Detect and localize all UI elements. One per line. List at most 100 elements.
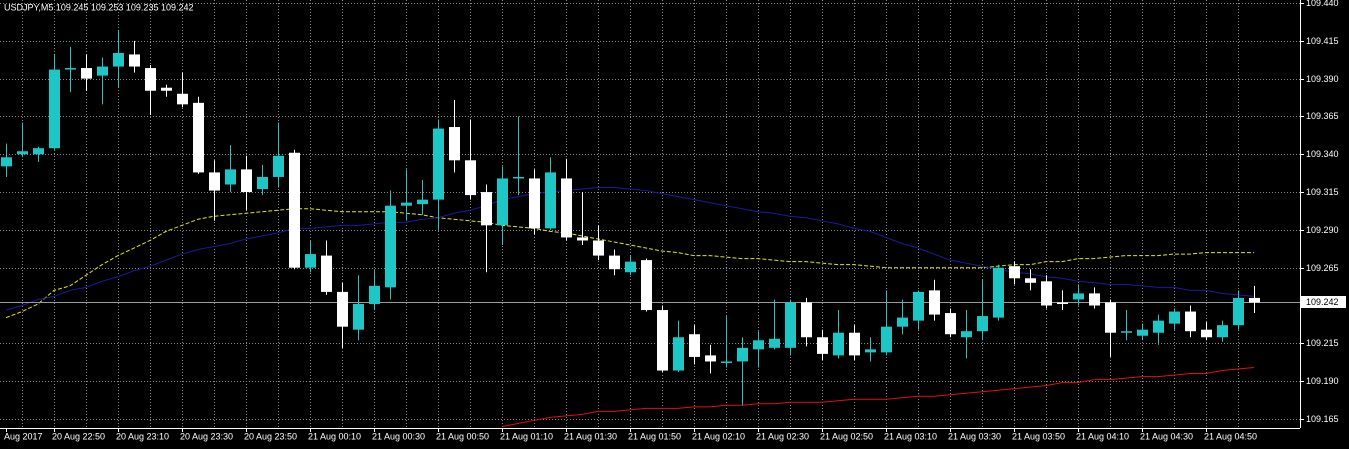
x-tick-label: 21 Aug 03:10 (884, 431, 937, 441)
x-tick-label: 21 Aug 00:30 (372, 431, 425, 441)
candle-body (929, 290, 940, 315)
candle-body (577, 237, 588, 241)
candle-body (913, 291, 924, 321)
candle-body (737, 347, 748, 362)
current-price-box (1301, 296, 1346, 308)
candle-body (1153, 320, 1164, 333)
candle-body (593, 240, 604, 256)
candle-body (801, 302, 812, 338)
candle-body (97, 66, 108, 76)
candle-body (1249, 297, 1260, 303)
candle-body (449, 127, 460, 161)
x-tick-label: 21 Aug 01:50 (628, 431, 681, 441)
x-tick-label: 20 Aug 22:50 (52, 431, 105, 441)
current-price-label: 109.242 (1306, 297, 1339, 307)
candle-body (545, 172, 556, 229)
grid (0, 0, 1300, 428)
candle-body (337, 291, 348, 327)
candle-body (1105, 302, 1116, 333)
x-tick-label: 21 Aug 02:30 (756, 431, 809, 441)
candle-body (817, 337, 828, 354)
candle-body (145, 68, 156, 91)
candle-body (769, 338, 780, 348)
candle-body (321, 255, 332, 292)
candle-body (113, 52, 124, 67)
candle-body (705, 355, 716, 362)
candle-body (881, 326, 892, 353)
x-tick-label: 21 Aug 02:10 (692, 431, 745, 441)
candle-body (1217, 325, 1228, 338)
y-tick-label: 109.340 (1306, 149, 1339, 159)
candle-body (897, 317, 908, 327)
x-tick-label: 21 Aug 00:10 (308, 431, 361, 441)
y-tick-label: 109.265 (1306, 263, 1339, 273)
candle-body (465, 160, 476, 196)
x-tick-label: 21 Aug 04:10 (1076, 431, 1129, 441)
x-tick-label: 21 Aug 01:10 (500, 431, 553, 441)
candle-body (961, 331, 972, 338)
candle-body (625, 261, 636, 273)
candle-body (1137, 329, 1148, 336)
x-tick-label: 21 Aug 04:50 (1204, 431, 1257, 441)
candle-body (33, 148, 44, 155)
candle-body (433, 128, 444, 200)
candle-body (497, 178, 508, 226)
candle-body (289, 152, 300, 268)
candle-body (849, 332, 860, 356)
candle-body (241, 169, 252, 193)
candle-body (609, 255, 620, 270)
y-tick-label: 109.190 (1306, 376, 1339, 386)
candle-body (785, 302, 796, 348)
candle-body (689, 334, 700, 357)
candle-body (193, 102, 204, 173)
x-tick-label: 20 Aug 23:30 (180, 431, 233, 441)
x-tick-label: 21 Aug 04:30 (1140, 431, 1193, 441)
moving-average-line (501, 367, 1255, 427)
x-tick-label: 21 Aug 01:30 (564, 431, 617, 441)
candle-body (1, 157, 12, 167)
x-tick-label: 20 Aug 23:10 (116, 431, 169, 441)
candle-body (1025, 278, 1036, 283)
candle-body (401, 202, 412, 206)
candle-body (417, 199, 428, 205)
candle-body (513, 176, 524, 179)
axes: 109.440 109.415 109.390 109.365 109.340 109.3… (4, 0, 1346, 441)
y-tick-label: 109.165 (1306, 414, 1339, 424)
candle-body (1233, 297, 1244, 326)
x-tick-label: Aug 2017 (4, 431, 43, 441)
candle-body (385, 205, 396, 288)
plot-area (0, 30, 1300, 427)
y-tick-label: 109.315 (1306, 187, 1339, 197)
candle-body (1041, 281, 1052, 306)
chart-title: USDJPY,M5 109.245 109.253 109.235 109.24… (4, 2, 193, 12)
y-tick-label: 109.440 (1306, 0, 1339, 8)
x-tick-label: 20 Aug 23:50 (244, 431, 297, 441)
candle-body (1169, 311, 1180, 324)
candle-body (353, 303, 364, 330)
candle-body (129, 54, 140, 67)
candle-body (305, 254, 316, 268)
candle-body (1009, 266, 1020, 279)
candle-body (273, 155, 284, 177)
candle-body (945, 313, 956, 335)
candle-body (977, 316, 988, 332)
candle-body (865, 349, 876, 353)
candle-body (65, 68, 76, 70)
candle-body (721, 361, 732, 363)
y-tick-label: 109.365 (1306, 111, 1339, 121)
candle-body (161, 87, 172, 91)
candle-body (481, 192, 492, 226)
candle-body (673, 337, 684, 371)
moving-average-line (5, 208, 1254, 319)
candle-body (641, 260, 652, 311)
candle-body (1201, 329, 1212, 338)
candle-body (81, 68, 92, 79)
candle-body (993, 267, 1004, 318)
candle-body (49, 69, 60, 149)
y-tick-label: 109.390 (1306, 74, 1339, 84)
candle-body (1185, 311, 1196, 332)
candle-body (225, 169, 236, 185)
y-tick-label: 109.215 (1306, 338, 1339, 348)
